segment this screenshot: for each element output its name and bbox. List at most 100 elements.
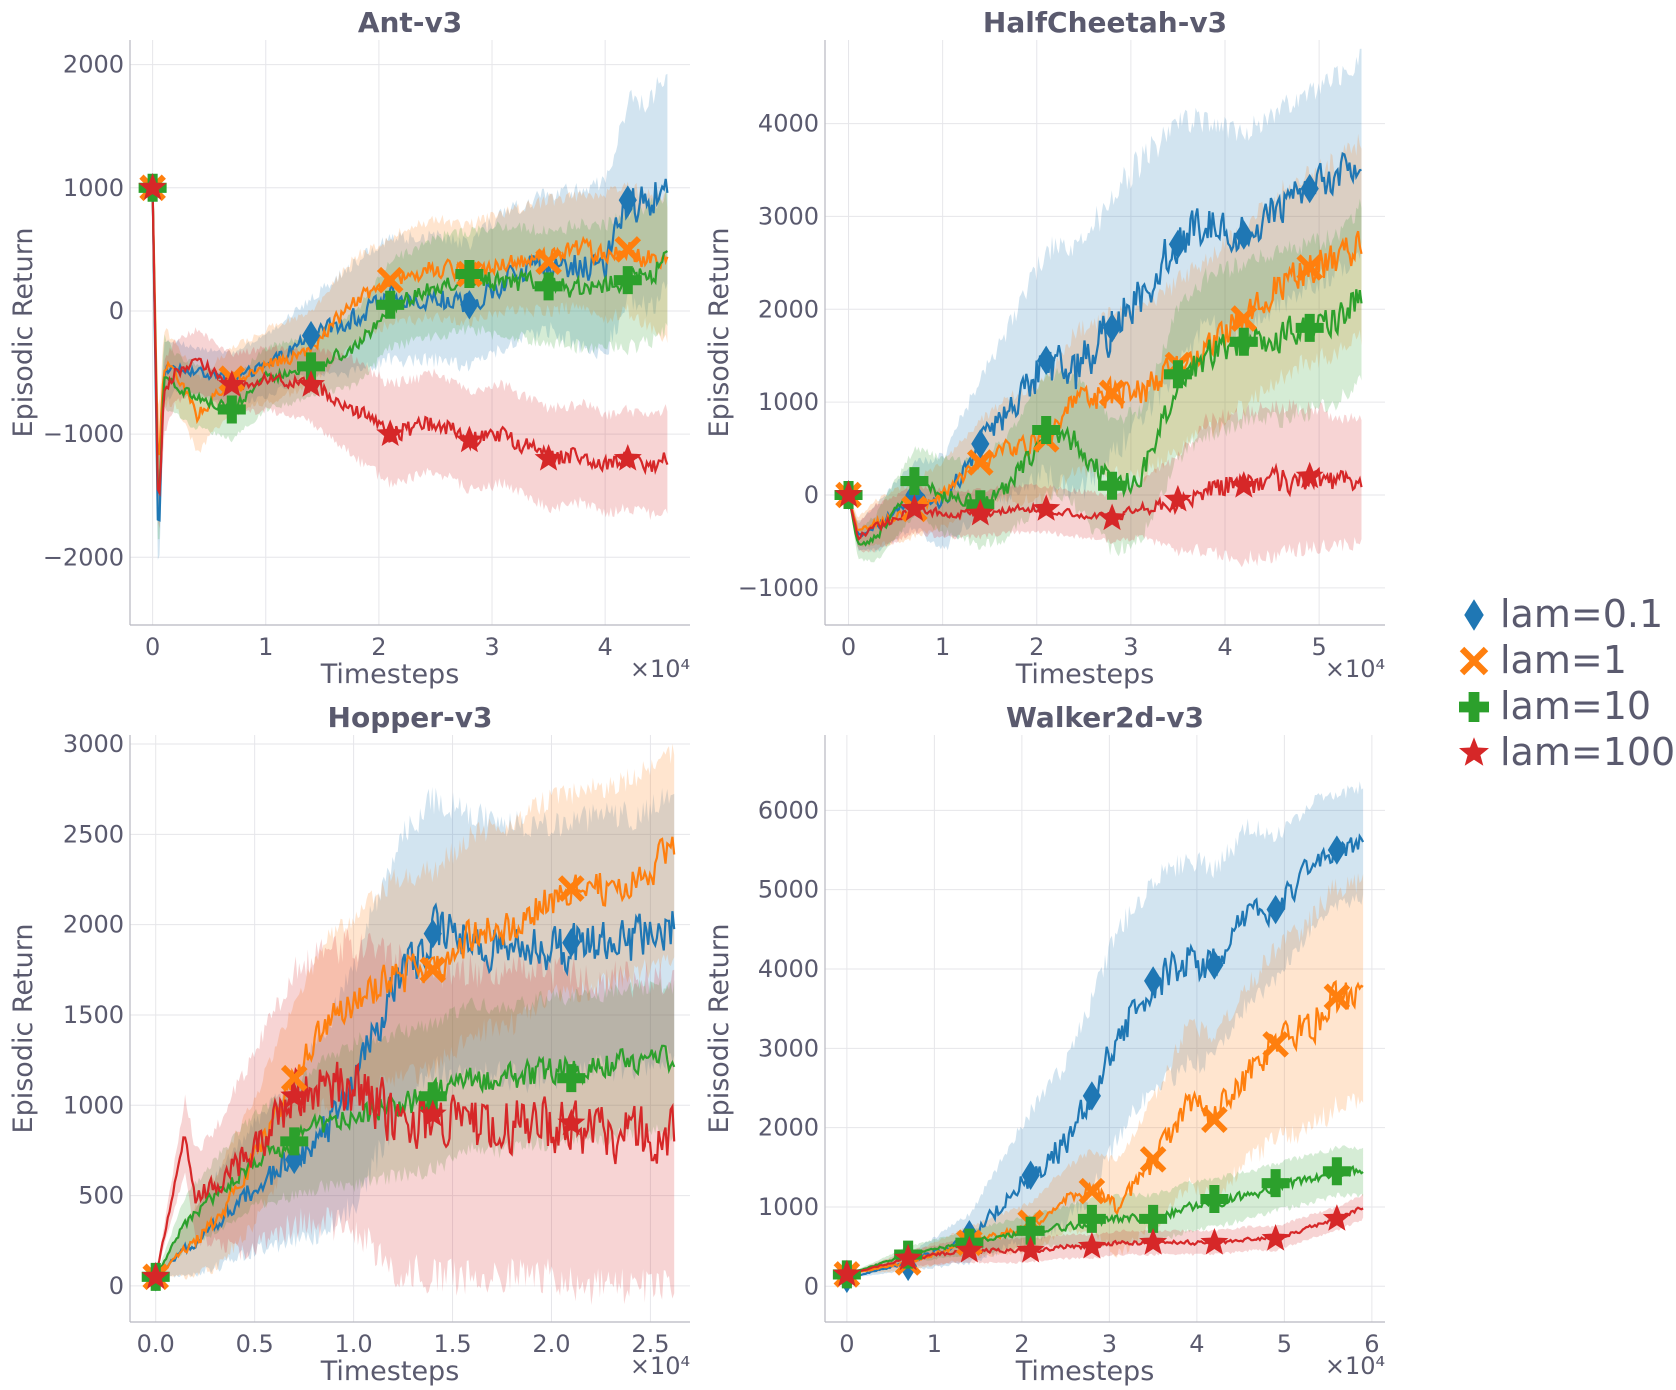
x-tick-label: 1	[927, 1330, 942, 1358]
y-tick-label: 4000	[758, 110, 819, 138]
marker-lam=10	[1032, 416, 1061, 444]
legend-marker-lam-0.1	[1464, 599, 1484, 631]
x-axis-multiplier: ×10⁴	[630, 655, 690, 683]
y-tick-label: 2000	[758, 1114, 819, 1142]
marker-lam=10	[455, 260, 484, 288]
line-lam=100	[154, 1061, 676, 1278]
band-lam=1	[846, 873, 1364, 1275]
y-tick-label: −2000	[43, 543, 124, 571]
marker-lam=1	[1230, 305, 1258, 332]
y-tick-label: 1000	[63, 174, 124, 202]
x-tick-label: 2	[1014, 1330, 1029, 1358]
x-tick-label: 1.5	[433, 1330, 471, 1358]
marker-lam=10	[1139, 1204, 1168, 1233]
marker-lam=100	[1164, 484, 1192, 512]
marker-lam=10	[557, 1064, 586, 1093]
y-tick-label: 0	[804, 1272, 819, 1300]
x-tick-label: 5	[1277, 1330, 1292, 1358]
marker-lam=0.1	[301, 320, 321, 351]
y-axis-label: Episodic Return	[8, 228, 39, 438]
marker-lam=100	[217, 370, 246, 397]
x-axis-label: Timesteps	[1015, 1356, 1155, 1387]
band-lam=0.1	[155, 786, 675, 1278]
marker-lam=100	[1077, 1231, 1106, 1259]
marker-lam=0.1	[423, 918, 442, 949]
legend-marker-lam-1	[1459, 646, 1489, 676]
y-tick-label: 1000	[758, 1193, 819, 1221]
marker-lam=100	[1295, 461, 1324, 489]
marker-lam=100	[966, 498, 995, 526]
band-lam=100	[155, 927, 675, 1305]
marker-lam=100	[1016, 1235, 1045, 1263]
marker-lam=0.1	[1037, 345, 1056, 376]
legend-marker-lam-10	[1459, 692, 1489, 722]
x-axis-label: Timesteps	[320, 659, 460, 690]
x-axis-multiplier: ×10⁴	[1325, 655, 1385, 683]
marker-lam=0.1	[1300, 173, 1319, 204]
marker-lam=1	[1201, 1106, 1228, 1134]
x-axis-label: Timesteps	[1015, 659, 1155, 690]
y-axis-label: Episodic Return	[704, 228, 735, 438]
marker-lam=0.1	[285, 1144, 304, 1175]
x-tick-label: 0.5	[236, 1330, 274, 1358]
marker-lam=1	[419, 956, 447, 984]
marker-lam=10	[1098, 471, 1127, 500]
marker-lam=100	[894, 1243, 923, 1271]
marker-lam=0.1	[1144, 966, 1163, 996]
marker-lam=0.1	[1021, 1160, 1040, 1190]
marker-lam=10	[1295, 313, 1324, 342]
marker-lam=100	[297, 370, 325, 397]
marker-lam=10	[1200, 1185, 1229, 1214]
marker-lam=100	[900, 494, 929, 521]
x-tick-label: 0.0	[137, 1330, 175, 1358]
marker-lam=10	[280, 1127, 309, 1156]
band-lam=0.1	[152, 73, 668, 560]
marker-lam=100	[834, 480, 863, 507]
y-tick-label: 1500	[63, 1001, 124, 1029]
marker-lam=100	[418, 1099, 447, 1127]
band-lam=10	[848, 198, 1362, 563]
marker-lam=10	[1077, 1204, 1106, 1233]
marker-lam=1	[1098, 379, 1126, 407]
line-lam=10	[151, 187, 668, 493]
marker-lam=0.1	[460, 290, 479, 320]
marker-lam=100	[455, 425, 484, 453]
legend-symbol	[1459, 646, 1489, 676]
marker-lam=10	[1229, 327, 1258, 356]
x-tick-label: 0	[839, 1330, 854, 1358]
line-lam=0.1	[154, 902, 676, 1278]
marker-lam=1	[1262, 1031, 1289, 1058]
marker-lam=10	[613, 266, 642, 295]
band-lam=100	[152, 187, 668, 529]
marker-lam=100	[1229, 471, 1258, 498]
y-tick-label: 3000	[758, 1034, 819, 1062]
y-tick-label: −1000	[43, 420, 124, 448]
marker-lam=10	[297, 352, 326, 381]
band-lam=10	[152, 186, 668, 540]
marker-lam=1	[535, 248, 562, 275]
line-lam=10	[847, 289, 1363, 547]
y-tick-label: 1000	[758, 388, 819, 416]
marker-lam=1	[614, 236, 642, 263]
y-tick-label: 0	[804, 481, 819, 509]
marker-lam=100	[955, 1235, 984, 1263]
marker-lam=10	[534, 272, 563, 301]
legend-label-lam-100: lam=100	[1500, 730, 1675, 774]
x-axis-label: Timesteps	[320, 1356, 460, 1387]
panel-halfcheetah: 0 1 2 3 4 5 −1000 0 1000 2000 3000 4000 Timesteps ×10…	[704, 6, 1385, 690]
x-tick-label: 3	[1102, 1330, 1117, 1358]
chart-title: HalfCheetah-v3	[983, 6, 1227, 39]
gridlines	[130, 735, 690, 1322]
legend: lam=0.1 lam=1 lam=10 lam=100	[1459, 592, 1675, 774]
legend-symbol	[1464, 599, 1484, 631]
marker-lam=100	[138, 173, 167, 200]
x-tick-label: 6	[1364, 1330, 1379, 1358]
plot-area	[151, 73, 669, 560]
panel-ant: 0 1 2 3 4 −2000 −1000 0 1000 2000 Timesteps ×10⁴ Epi…	[8, 6, 690, 690]
marker-lam=0.1	[1102, 313, 1122, 343]
y-tick-label: 0	[109, 297, 124, 325]
marker-lam=1	[1078, 1177, 1106, 1205]
gridlines	[130, 40, 690, 625]
x-axis-multiplier: ×10⁴	[1325, 1352, 1385, 1380]
marker-lam=100	[1098, 503, 1126, 531]
